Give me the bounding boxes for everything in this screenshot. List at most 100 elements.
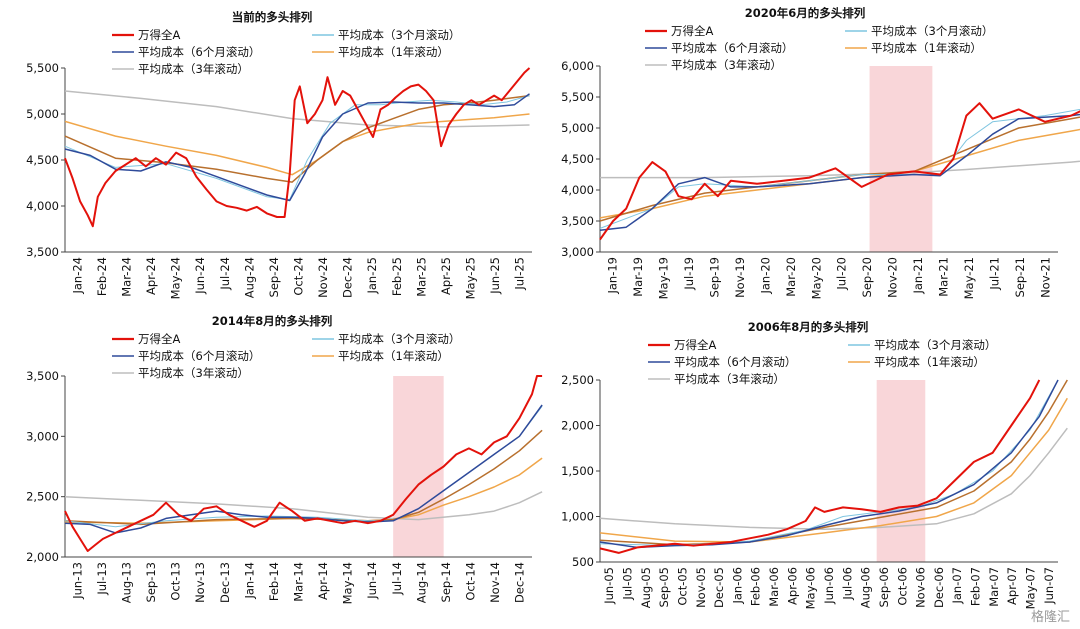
- legend-label: 万得全A: [674, 338, 716, 352]
- legend-label: 平均成本（3年滚动）: [674, 372, 785, 386]
- y-tick-label: 3,500: [26, 369, 59, 383]
- y-tick-label: 4,000: [26, 199, 59, 213]
- x-tick-label: Sep-05: [657, 567, 671, 607]
- series-line: [64, 67, 531, 228]
- x-tick-label: Aug-13: [119, 562, 133, 603]
- x-tick-label: Dec-13: [218, 562, 232, 603]
- legend-label: 平均成本（3个月滚动）: [871, 24, 993, 38]
- y-tick-label: 5,500: [561, 90, 594, 104]
- x-tick-label: Aug-24: [242, 257, 256, 298]
- series-line: [599, 128, 1080, 219]
- x-tick-label: Aug-14: [414, 562, 428, 603]
- series-line: [64, 404, 543, 534]
- watermark: 格隆汇: [1030, 610, 1070, 625]
- x-tick-label: Jan-24: [70, 257, 84, 295]
- x-tick-label: Nov-05: [694, 567, 708, 608]
- x-tick-label: Nov-06: [914, 567, 928, 608]
- x-tick-label: May-06: [804, 567, 818, 609]
- legend-label: 平均成本（3年滚动）: [671, 58, 782, 72]
- series-line: [64, 405, 543, 528]
- legend-label: 平均成本（1年滚动）: [874, 355, 985, 369]
- y-tick-label: 3,500: [561, 214, 594, 228]
- y-tick-label: 4,500: [26, 153, 59, 167]
- legend-label: 平均成本（6个月滚动）: [138, 45, 260, 59]
- x-tick-label: May-25: [464, 257, 478, 299]
- x-tick-label: Oct-06: [895, 567, 909, 606]
- x-tick-label: Jul-21: [987, 257, 1001, 291]
- x-tick-label: Oct-14: [464, 562, 478, 601]
- legend-label: 万得全A: [671, 24, 713, 38]
- legend-label: 平均成本（1年滚动）: [338, 349, 449, 363]
- x-tick-label: Nov-21: [1038, 257, 1052, 298]
- legend-label: 万得全A: [138, 332, 180, 346]
- x-tick-label: Sep-13: [144, 562, 158, 602]
- x-tick-label: Oct-13: [169, 562, 183, 601]
- x-tick-label: Dec-05: [712, 567, 726, 608]
- series-line: [64, 457, 543, 524]
- x-tick-label: Dec-06: [932, 567, 946, 608]
- x-tick-label: Feb-24: [95, 257, 109, 296]
- x-tick-label: May-19: [657, 257, 671, 299]
- legend-label: 平均成本（1年滚动）: [871, 41, 982, 55]
- x-tick-label: Mar-06: [767, 567, 781, 607]
- x-tick-label: Nov-24: [316, 257, 330, 298]
- x-tick-label: Mar-25: [414, 257, 428, 297]
- x-tick-label: Jan-06: [730, 567, 744, 605]
- x-tick-label: Jan-14: [242, 562, 256, 600]
- x-tick-label: Jan-21: [911, 257, 925, 295]
- legend-label: 平均成本（3个月滚动）: [338, 332, 460, 346]
- highlight-region: [876, 380, 926, 562]
- x-tick-label: Mar-20: [784, 257, 798, 297]
- x-tick-label: Jun-14: [365, 562, 379, 600]
- x-tick-label: May-24: [169, 257, 183, 299]
- x-tick-label: Mar-19: [631, 257, 645, 297]
- y-tick-label: 2,500: [561, 373, 594, 387]
- series-line: [599, 116, 1080, 222]
- legend-label: 平均成本（6个月滚动）: [138, 349, 260, 363]
- y-tick-label: 3,500: [26, 245, 59, 259]
- chart-title: 2020年6月的多头排列: [745, 6, 866, 20]
- x-tick-label: Feb-25: [390, 257, 404, 296]
- x-tick-label: Jun-25: [488, 257, 502, 295]
- x-tick-label: Jul-20: [835, 257, 849, 291]
- x-tick-label: Sep-14: [439, 562, 453, 602]
- series-line: [599, 113, 1080, 232]
- legend-label: 平均成本（3个月滚动）: [874, 338, 996, 352]
- chart-title: 当前的多头排列: [232, 10, 313, 24]
- x-tick-label: Apr-24: [144, 257, 158, 295]
- x-tick-label: Mar-07: [987, 567, 1001, 607]
- y-tick-label: 3,000: [561, 245, 594, 259]
- legend-label: 万得全A: [138, 28, 180, 42]
- x-tick-label: Feb-06: [749, 567, 763, 606]
- chart-title: 2006年8月的多头排列: [748, 320, 869, 334]
- series-line: [599, 379, 1059, 547]
- x-tick-label: Sep-19: [708, 257, 722, 297]
- x-tick-label: Jul-19: [682, 257, 696, 291]
- x-tick-label: Nov-14: [488, 562, 502, 603]
- x-tick-label: Jul-05: [620, 567, 634, 601]
- x-tick-label: Jan-25: [365, 257, 379, 295]
- y-tick-label: 2,500: [26, 490, 59, 504]
- series-line: [599, 379, 1041, 554]
- x-tick-label: Feb-07: [969, 567, 983, 606]
- x-tick-label: Nov-13: [193, 562, 207, 603]
- x-tick-label: Aug-06: [859, 567, 873, 608]
- x-tick-label: Jun-24: [193, 257, 207, 295]
- legend-label: 平均成本（3个月滚动）: [338, 28, 460, 42]
- x-tick-label: Oct-05: [675, 567, 689, 606]
- x-tick-label: Jun-07: [1042, 567, 1056, 605]
- y-tick-label: 5,500: [26, 61, 59, 75]
- x-tick-label: Nov-20: [886, 257, 900, 298]
- legend-label: 平均成本（6个月滚动）: [671, 41, 793, 55]
- series-line: [599, 108, 1080, 229]
- x-tick-label: Oct-24: [292, 257, 306, 296]
- x-tick-label: Jan-07: [950, 567, 964, 605]
- x-tick-label: Mar-24: [119, 257, 133, 297]
- legend-label: 平均成本（1年滚动）: [338, 45, 449, 59]
- series-line: [600, 160, 1080, 179]
- legend-label: 平均成本（6个月滚动）: [674, 355, 796, 369]
- y-tick-label: 5,000: [26, 107, 59, 121]
- x-tick-label: Apr-25: [439, 257, 453, 295]
- series-line: [64, 375, 543, 552]
- x-tick-label: Sep-21: [1013, 257, 1027, 297]
